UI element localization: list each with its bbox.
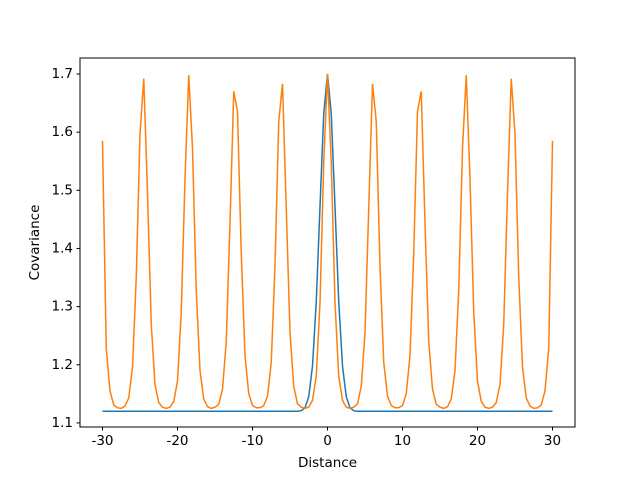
y-axis-label: Covariance xyxy=(27,205,43,281)
x-tick-label: -20 xyxy=(166,433,188,449)
axes-frame xyxy=(79,57,576,428)
y-tick-label: 1.5 xyxy=(52,182,73,198)
y-tick-label: 1.3 xyxy=(52,299,73,315)
x-tick-label: 20 xyxy=(469,433,486,449)
x-tick-label: -10 xyxy=(241,433,263,449)
data-line xyxy=(101,73,554,410)
y-tick-label: 1.4 xyxy=(52,240,73,256)
data-line xyxy=(102,73,553,413)
x-tick-label: -30 xyxy=(91,433,113,449)
x-tick-label: 0 xyxy=(323,433,332,449)
y-tick-label: 1.7 xyxy=(52,66,73,82)
y-tick-label: 1.2 xyxy=(52,357,73,373)
y-tick-label: 1.1 xyxy=(52,415,73,431)
x-tick-label: 10 xyxy=(394,433,411,449)
y-tick-label: 1.6 xyxy=(52,124,73,140)
x-axis-label: Distance xyxy=(298,455,357,471)
x-tick-label: 30 xyxy=(544,433,561,449)
